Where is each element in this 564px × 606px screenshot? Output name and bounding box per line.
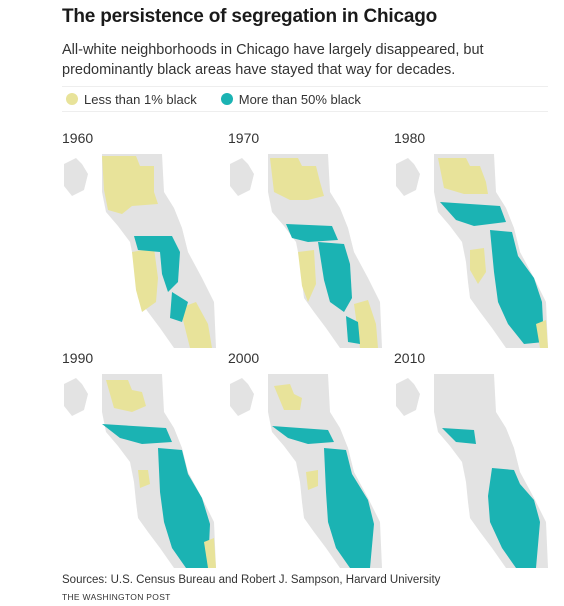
chicago-map-1990 xyxy=(64,374,216,568)
source-note: Sources: U.S. Census Bureau and Robert J… xyxy=(62,574,441,586)
area-white-southwest xyxy=(306,470,318,490)
chicago-map-2000 xyxy=(230,374,382,568)
area-black-belt xyxy=(490,230,544,344)
panel-year: 1980 xyxy=(394,130,426,146)
area-white-north xyxy=(274,384,302,410)
chart-subtitle: All-white neighborhoods in Chicago have … xyxy=(62,42,484,78)
area-white-south xyxy=(536,320,548,348)
area-white-southwest xyxy=(138,470,150,488)
area-white-north xyxy=(102,156,158,214)
legend: Less than 1% black More than 50% black xyxy=(62,86,548,112)
area-white-southwest xyxy=(470,248,486,284)
map-panel-1970: 1970 xyxy=(228,130,388,348)
area-black-west xyxy=(442,428,476,444)
map-panel-1990: 1990 xyxy=(62,350,222,568)
panel-year: 2000 xyxy=(228,350,260,366)
area-white-north xyxy=(270,158,324,200)
map-panel-1980: 1980 xyxy=(394,130,554,348)
publisher-credit: THE WASHINGTON POST xyxy=(62,592,171,602)
area-white-north xyxy=(106,380,146,412)
panel-year: 1990 xyxy=(62,350,94,366)
chicago-map-1960 xyxy=(64,154,216,348)
area-black-belt xyxy=(488,468,540,568)
area-white-south xyxy=(180,302,212,348)
legend-label-black: More than 50% black xyxy=(238,91,361,107)
area-white-southwest xyxy=(132,248,158,312)
panel-year: 2010 xyxy=(394,350,426,366)
chart-title: The persistence of segregation in Chicag… xyxy=(62,6,438,27)
area-black-belt xyxy=(158,448,210,568)
area-white-north xyxy=(438,158,488,194)
map-panel-1960: 1960 xyxy=(62,130,222,348)
area-black-far-south xyxy=(346,316,360,344)
area-black-west xyxy=(102,424,172,444)
chicago-map-2010 xyxy=(396,374,548,568)
legend-label-white: Less than 1% black xyxy=(84,91,197,107)
area-black-west xyxy=(440,202,506,226)
panel-year: 1970 xyxy=(228,130,260,146)
map-panel-2000: 2000 xyxy=(228,350,388,568)
area-black-belt xyxy=(324,448,374,568)
map-panel-2010: 2010 xyxy=(394,350,554,568)
chicago-map-1970 xyxy=(230,154,382,348)
panel-year: 1960 xyxy=(62,130,94,146)
area-black-west xyxy=(286,224,338,242)
area-white-southwest xyxy=(298,250,316,302)
area-black-south xyxy=(170,292,188,322)
legend-item-black: More than 50% black xyxy=(217,92,361,107)
area-black-west xyxy=(272,426,334,444)
area-black-belt xyxy=(134,236,180,292)
legend-swatch-black xyxy=(220,93,233,105)
area-white-south xyxy=(354,300,378,348)
area-black-belt xyxy=(318,242,352,312)
legend-item-white: Less than 1% black xyxy=(62,92,197,107)
chicago-map-1980 xyxy=(396,154,548,348)
area-white-south xyxy=(204,538,216,568)
legend-swatch-white xyxy=(66,93,78,105)
